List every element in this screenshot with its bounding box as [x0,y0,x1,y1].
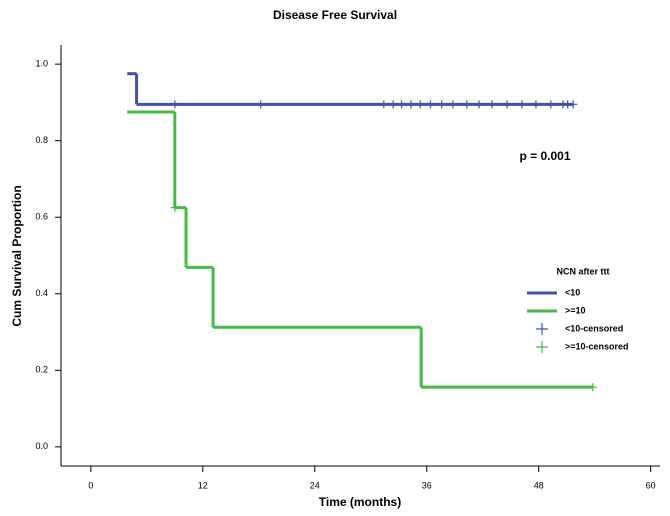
censor-mark [462,100,471,109]
y-axis-label: Cum Survival Proportion [10,185,24,326]
legend-label: >=10 [565,305,586,315]
legend-title: NCN after ttt [557,266,610,276]
censor-mark [517,100,526,109]
y-tick-label: 0.0 [35,441,48,451]
chart-title: Disease Free Survival [273,8,397,22]
censor-mark [588,383,597,392]
censor-mark [406,100,415,109]
legend-label: <10-censored [565,323,623,333]
censor-mark [437,100,446,109]
legend-label: <10 [565,287,580,297]
censor-mark [448,100,457,109]
x-tick-label: 36 [422,480,432,490]
censor-mark [426,100,435,109]
annotation: p = 0.001 [519,149,570,163]
censor-mark [389,100,398,109]
censor-mark [416,100,425,109]
censor-mark [531,100,540,109]
y-tick-label: 1.0 [35,59,48,69]
legend-label: >=10-censored [565,341,629,351]
censor-mark [488,100,497,109]
y-tick-label: 0.8 [35,135,48,145]
x-axis-label: Time (months) [319,495,401,509]
x-tick-label: 24 [310,480,320,490]
x-tick-label: 60 [646,480,656,490]
x-tick-label: 12 [198,480,208,490]
legend-swatch [536,341,548,353]
censor-mark [569,100,578,109]
censor-mark [256,100,265,109]
censor-mark [474,100,483,109]
y-tick-label: 0.2 [35,365,48,375]
censor-mark [397,100,406,109]
censor-mark [502,100,511,109]
censor-mark [170,203,179,212]
x-tick-label: 48 [534,480,544,490]
censor-mark [546,100,555,109]
y-tick-label: 0.4 [35,288,48,298]
x-tick-label: 0 [88,480,93,490]
censor-mark [379,100,388,109]
censor-mark [170,100,179,109]
legend-swatch [536,323,548,335]
y-tick-label: 0.6 [35,212,48,222]
